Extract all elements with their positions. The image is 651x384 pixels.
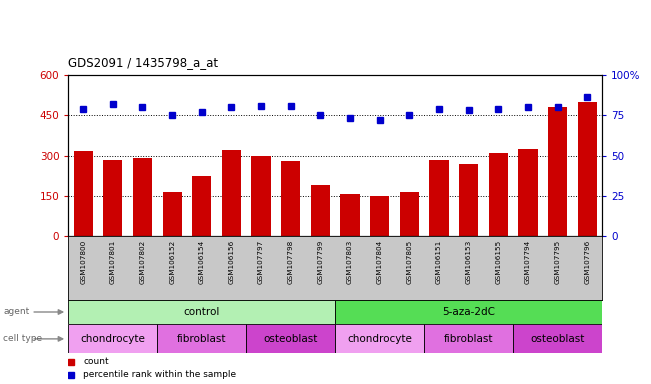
Text: GSM107800: GSM107800 [80, 239, 86, 283]
Text: osteoblast: osteoblast [264, 334, 318, 344]
Text: fibroblast: fibroblast [177, 334, 227, 344]
Bar [489, 153, 508, 236]
Text: chondrocyte: chondrocyte [348, 334, 412, 344]
Bar [518, 149, 538, 236]
Text: GSM106154: GSM106154 [199, 239, 205, 283]
Bar [340, 194, 360, 236]
Bar [251, 156, 271, 236]
Text: 5-aza-2dC: 5-aza-2dC [442, 307, 495, 317]
Text: GSM107803: GSM107803 [347, 239, 353, 283]
Bar [133, 158, 152, 236]
Text: percentile rank within the sample: percentile rank within the sample [83, 371, 236, 379]
Bar [335, 300, 602, 324]
Text: agent: agent [3, 308, 29, 316]
Text: GSM106152: GSM106152 [169, 239, 175, 283]
Text: osteoblast: osteoblast [531, 334, 585, 344]
Bar [459, 164, 478, 236]
Bar [222, 150, 241, 236]
Text: GSM106156: GSM106156 [229, 239, 234, 283]
Bar [246, 324, 335, 353]
Text: GSM107805: GSM107805 [406, 239, 412, 283]
Text: GSM107798: GSM107798 [288, 239, 294, 283]
Bar [577, 102, 597, 236]
Text: GSM107794: GSM107794 [525, 239, 531, 283]
Bar [430, 160, 449, 236]
Bar [281, 161, 300, 236]
Bar [311, 185, 330, 236]
Text: GDS2091 / 1435798_a_at: GDS2091 / 1435798_a_at [68, 56, 219, 69]
Bar [104, 160, 122, 236]
Text: GSM106153: GSM106153 [465, 239, 472, 283]
Bar [513, 324, 602, 353]
Bar [370, 196, 389, 236]
Text: GSM107804: GSM107804 [377, 239, 383, 283]
Text: control: control [184, 307, 220, 317]
Bar [335, 324, 424, 353]
Text: count: count [83, 358, 109, 366]
Text: GSM107797: GSM107797 [258, 239, 264, 283]
Text: GSM107795: GSM107795 [555, 239, 561, 283]
Bar [192, 177, 212, 236]
Text: chondrocyte: chondrocyte [81, 334, 145, 344]
Bar [548, 107, 567, 236]
Text: fibroblast: fibroblast [444, 334, 493, 344]
Text: GSM107801: GSM107801 [110, 239, 116, 283]
Text: GSM107802: GSM107802 [139, 239, 145, 283]
Text: GSM107799: GSM107799 [318, 239, 324, 283]
Text: cell type: cell type [3, 334, 42, 343]
Bar [163, 192, 182, 236]
Bar [400, 192, 419, 236]
Bar [68, 300, 335, 324]
Bar [68, 324, 158, 353]
Bar [158, 324, 246, 353]
Bar [424, 324, 513, 353]
Text: GSM106151: GSM106151 [436, 239, 442, 283]
Text: GSM107796: GSM107796 [585, 239, 590, 283]
Bar [74, 152, 93, 236]
Text: GSM106155: GSM106155 [495, 239, 501, 283]
